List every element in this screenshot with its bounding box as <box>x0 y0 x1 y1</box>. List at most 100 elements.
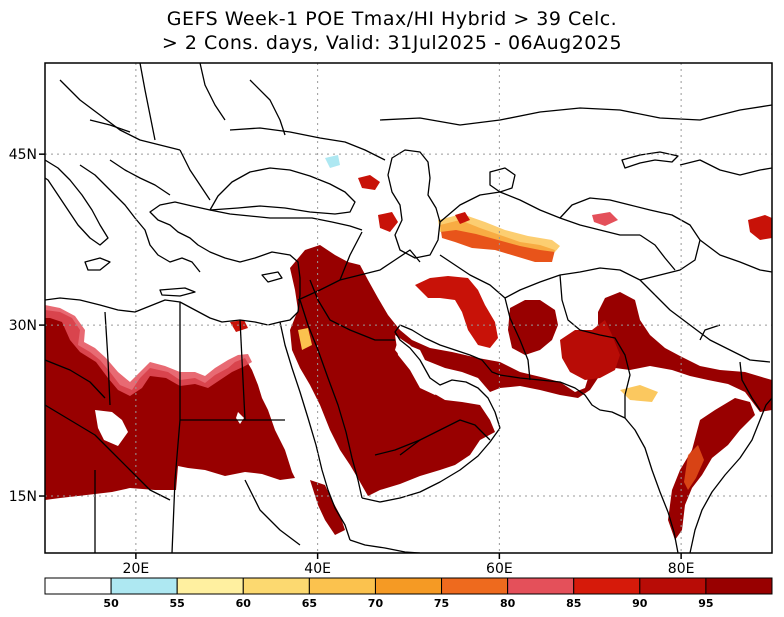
coastline-italy <box>45 159 109 246</box>
coastline-aral <box>489 167 516 193</box>
border-africa-8 <box>45 359 106 399</box>
border-mideast-6 <box>559 274 631 418</box>
colorbar-swatch <box>639 577 707 595</box>
heat-region-east-coast <box>620 385 658 402</box>
latitude-axis: 45N 30N 15N <box>9 147 45 505</box>
border-central-asia-2 <box>379 104 772 126</box>
border-india-3 <box>699 324 721 341</box>
border-africa-3 <box>171 302 181 553</box>
gridlines <box>45 63 772 553</box>
coastline-india-east <box>689 397 772 553</box>
border-mideast-3 <box>339 231 363 281</box>
colorbar-swatch <box>308 577 376 595</box>
coastline-red-sea-east <box>299 299 363 499</box>
heat-spot-levant <box>298 328 312 350</box>
border-europe-6 <box>89 119 131 133</box>
border-europe-3 <box>179 149 211 201</box>
heat-region-iran-east <box>415 276 498 348</box>
heat-region-north-africa <box>45 310 295 500</box>
longitude-axis: 20E 40E 60E 80E <box>123 553 695 577</box>
lon-tick-label: 20E <box>123 561 150 577</box>
lon-tick-label: 60E <box>486 561 513 577</box>
heat-cool-gap-sudan <box>236 412 244 424</box>
coastline-levant-anatolia <box>149 201 363 313</box>
coastlines-and-borders <box>45 63 772 553</box>
border-europe-1 <box>59 79 181 151</box>
heat-edge-turkmenistan <box>438 214 560 252</box>
map-title-line1: GEFS Week-1 POE Tmax/HI Hybrid > 39 Celc… <box>166 8 618 30</box>
colorbar-label: 95 <box>698 597 713 610</box>
coastline-adriatic-balkans <box>79 164 201 273</box>
coastline-north-africa <box>45 297 299 326</box>
lon-tick-label: 40E <box>304 561 331 577</box>
heat-spot-libya-coast <box>230 320 248 332</box>
border-mideast-7 <box>399 419 491 456</box>
colorbar-swatch <box>110 577 178 595</box>
lat-tick-label: 30N <box>9 318 37 334</box>
coastline-persian-gulf <box>394 324 501 429</box>
lon-tick-label: 80E <box>668 561 695 577</box>
heat-spot-azerbaijan <box>378 212 398 232</box>
coastline-caspian <box>387 149 441 259</box>
colorbar-label: 60 <box>236 597 252 610</box>
heat-cool-gulf <box>395 335 442 395</box>
coastline-red-sea-west <box>279 321 351 541</box>
border-india-2 <box>739 361 761 411</box>
map-frame <box>44 62 773 554</box>
colorbar-swatch <box>573 577 641 595</box>
border-mideast-8 <box>374 439 421 456</box>
border-africa-5 <box>239 319 246 421</box>
heat-spot-ferghana <box>592 212 618 226</box>
heat-edge-north-africa <box>45 305 252 396</box>
colorbar-label: 90 <box>632 597 648 610</box>
border-africa-2 <box>104 311 111 406</box>
heat-region-eritrea <box>310 480 345 535</box>
lat-tick-label: 45N <box>9 147 37 163</box>
heat-edge-india-east <box>684 445 704 490</box>
border-india-1 <box>654 294 771 363</box>
heat-spot-caspian-east <box>455 212 470 224</box>
border-mideast-5 <box>504 267 656 299</box>
coastline-cyprus <box>261 271 283 283</box>
map-area <box>45 63 772 553</box>
colorbar-swatch <box>441 577 509 595</box>
heat-cool-yemen-highlands <box>338 470 362 496</box>
colorbar: 50 55 60 65 70 75 80 85 90 95 <box>44 577 773 610</box>
colorbar-label: 75 <box>434 597 449 610</box>
border-central-asia-1 <box>439 191 640 236</box>
colorbar-swatch <box>507 577 575 595</box>
heat-spot-tarim <box>748 215 772 240</box>
border-russia-2 <box>249 79 286 136</box>
map-title-line2: > 2 Cons. days, Valid: 31Jul2025 - 06Aug… <box>161 32 623 54</box>
colorbar-label: 70 <box>368 597 384 610</box>
heat-region-indus-valley <box>560 320 620 380</box>
border-central-asia-6 <box>639 234 676 271</box>
border-central-asia-4 <box>699 239 772 273</box>
coastline-crete <box>159 287 196 297</box>
colorbar-label: 65 <box>302 597 317 610</box>
coastline-arabia-south <box>361 427 501 503</box>
heat-spot-caucasus <box>358 175 380 190</box>
border-africa-1 <box>45 404 171 501</box>
coastline-sicily <box>84 257 111 271</box>
border-central-asia-5 <box>679 159 772 176</box>
heat-region-india-east <box>668 398 755 540</box>
border-central-asia-3 <box>559 197 701 281</box>
heat-region-arabia <box>290 245 772 496</box>
coastline-horn-africa <box>349 539 421 553</box>
colorbar-label: 55 <box>170 597 185 610</box>
colorbar-swatch <box>176 577 244 595</box>
border-europe-4 <box>109 159 171 196</box>
colorbar-label: 80 <box>500 597 516 610</box>
border-europe-2 <box>139 63 156 141</box>
heat-cool-gap-sahel <box>95 410 128 446</box>
heat-spot-russia-steppe <box>325 155 340 168</box>
border-europe-5 <box>199 63 226 121</box>
colorbar-swatch <box>705 577 773 595</box>
colorbar-swatch <box>374 577 443 595</box>
coastline-black-sea <box>209 167 356 215</box>
heat-probability-field <box>45 155 772 540</box>
colorbar-swatch <box>242 577 310 595</box>
border-africa-7 <box>244 479 301 546</box>
